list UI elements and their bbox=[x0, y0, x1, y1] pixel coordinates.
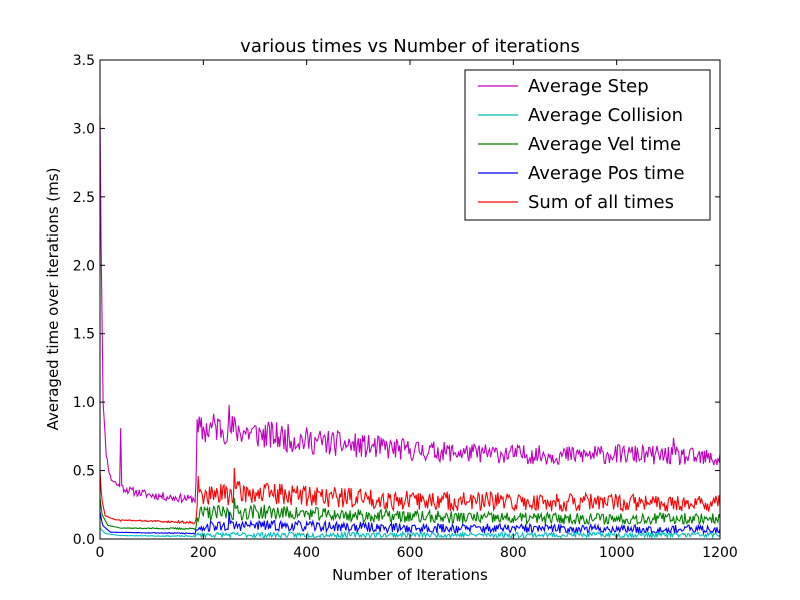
y-tick-label: 3.0 bbox=[73, 121, 95, 137]
y-tick-label: 1.0 bbox=[73, 395, 95, 411]
x-tick-label: 1000 bbox=[599, 545, 635, 561]
x-tick-label: 600 bbox=[397, 545, 424, 561]
y-tick-label: 1.5 bbox=[73, 327, 95, 343]
y-tick-label: 0.0 bbox=[73, 532, 95, 548]
legend: Average Step Average Collision Average Vel… bbox=[464, 69, 711, 221]
y-tick-label: 0.5 bbox=[73, 464, 95, 480]
series-line-average-step bbox=[99, 114, 721, 505]
chart-title: various times vs Number of iterations bbox=[240, 36, 580, 57]
legend-label: Sum of all times bbox=[528, 192, 674, 213]
series-line-average-vel-time bbox=[99, 497, 721, 531]
axes-layer: 0 200 400 600 800 1000 1200 0.0 0.5 1.0 1.5 2.0 2.5 3… bbox=[73, 53, 738, 561]
x-axis-label: Number of Iterations bbox=[332, 566, 488, 584]
y-tick-label: 2.5 bbox=[73, 190, 95, 206]
y-axis-label: Averaged time over iterations (ms) bbox=[44, 168, 62, 431]
series-line-sum-of-all-times bbox=[99, 467, 721, 525]
legend-label: Average Collision bbox=[528, 105, 683, 126]
x-tick-label: 1200 bbox=[702, 545, 738, 561]
series-line-average-pos-time bbox=[99, 511, 721, 536]
legend-box bbox=[464, 69, 711, 221]
y-tick-label: 2.0 bbox=[73, 258, 95, 274]
x-tick-label: 0 bbox=[96, 545, 105, 561]
x-tick-label: 400 bbox=[293, 545, 320, 561]
y-tick-label: 3.5 bbox=[73, 53, 95, 69]
legend-label: Average Vel time bbox=[528, 134, 681, 155]
x-tick-label: 200 bbox=[190, 545, 217, 561]
legend-label: Average Step bbox=[528, 76, 649, 97]
x-tick-label: 800 bbox=[500, 545, 527, 561]
legend-label: Average Pos time bbox=[528, 163, 685, 184]
